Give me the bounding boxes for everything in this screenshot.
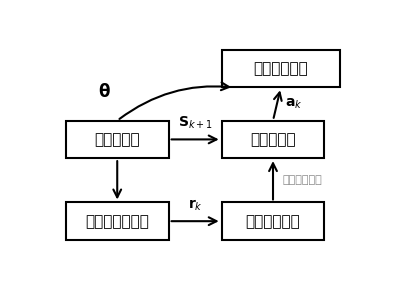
Text: 动作选择器: 动作选择器 (249, 132, 295, 147)
Text: $\mathbf{\theta}$: $\mathbf{\theta}$ (98, 83, 111, 101)
FancyBboxPatch shape (221, 202, 324, 240)
Text: $\mathbf{a}_k$: $\mathbf{a}_k$ (285, 97, 302, 111)
Text: 更新经验数据: 更新经验数据 (282, 175, 321, 185)
FancyBboxPatch shape (221, 121, 324, 158)
FancyBboxPatch shape (66, 202, 168, 240)
Text: 评价信号发生器: 评价信号发生器 (85, 214, 149, 229)
Text: 动态更新机构: 动态更新机构 (245, 214, 300, 229)
FancyBboxPatch shape (66, 121, 168, 158)
Text: $\mathbf{S}_{k+1}$: $\mathbf{S}_{k+1}$ (177, 114, 212, 131)
Text: $\mathbf{r}_k$: $\mathbf{r}_k$ (187, 198, 202, 214)
Text: 末端设备状态: 末端设备状态 (253, 61, 308, 76)
FancyBboxPatch shape (221, 50, 339, 88)
Text: 状态感知器: 状态感知器 (94, 132, 140, 147)
